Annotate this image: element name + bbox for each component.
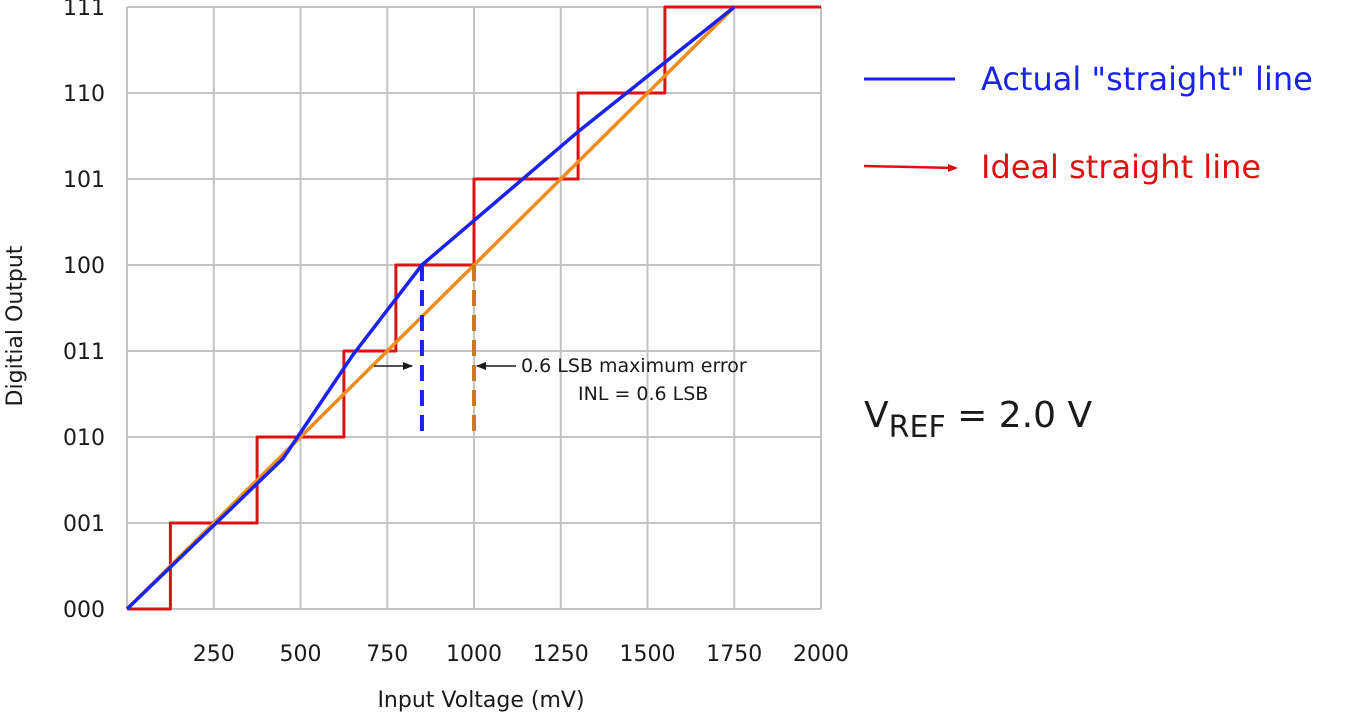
legend-swatch-ideal bbox=[863, 164, 956, 170]
legend-label-ideal: Ideal straight line bbox=[981, 148, 1261, 186]
x-tick-label-750: 750 bbox=[366, 642, 408, 667]
x-tick-labels: 250 500 750 1000 1250 1500 1750 2000 bbox=[193, 642, 849, 667]
annotation-line-1: 0.6 LSB maximum error bbox=[521, 355, 747, 377]
y-tick-label-110: 110 bbox=[63, 82, 105, 107]
grid bbox=[126, 6, 822, 610]
legend-label-actual: Actual "straight" line bbox=[981, 60, 1313, 98]
x-tick-label-1000: 1000 bbox=[446, 642, 502, 667]
series-actual-line bbox=[125, 5, 736, 611]
y-tick-label-100: 100 bbox=[63, 254, 105, 279]
legend: Actual "straight" line Ideal straight li… bbox=[863, 60, 1313, 186]
x-tick-label-500: 500 bbox=[280, 642, 322, 667]
y-tick-label-000: 000 bbox=[63, 598, 105, 623]
annotation-line-2: INL = 0.6 LSB bbox=[578, 383, 708, 405]
x-tick-label-2000: 2000 bbox=[793, 642, 849, 667]
vref-prefix: V bbox=[864, 395, 889, 436]
x-tick-label-250: 250 bbox=[193, 642, 235, 667]
x-axis-title: Input Voltage (mV) bbox=[377, 688, 584, 713]
y-tick-labels: 000 001 010 011 100 101 110 111 bbox=[63, 0, 105, 623]
error-markers bbox=[419, 265, 476, 437]
vref-suffix: = 2.0 V bbox=[946, 395, 1093, 436]
x-tick-label-1500: 1500 bbox=[620, 642, 676, 667]
legend-swatch-ideal-tip bbox=[948, 164, 958, 172]
y-tick-label-011: 011 bbox=[63, 340, 105, 365]
y-tick-label-101: 101 bbox=[63, 168, 105, 193]
y-tick-label-111: 111 bbox=[63, 0, 105, 21]
series-ideal-line bbox=[125, 5, 736, 611]
y-axis-title: Digitial Output bbox=[3, 245, 28, 406]
series-group bbox=[125, 5, 821, 611]
y-tick-label-010: 010 bbox=[63, 426, 105, 451]
y-tick-label-001: 001 bbox=[63, 512, 105, 537]
vref-subscript: REF bbox=[889, 410, 946, 445]
vref-label: VREF = 2.0 V bbox=[864, 395, 1092, 445]
x-tick-label-1250: 1250 bbox=[533, 642, 589, 667]
x-tick-label-1750: 1750 bbox=[706, 642, 762, 667]
